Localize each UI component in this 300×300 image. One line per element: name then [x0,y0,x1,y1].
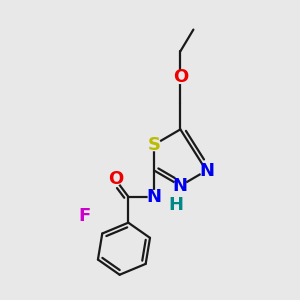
Circle shape [79,210,91,222]
Circle shape [200,164,212,177]
Circle shape [148,139,160,151]
Circle shape [174,180,186,192]
Text: N: N [173,177,188,195]
Text: H: H [169,196,184,214]
Text: O: O [173,68,188,86]
Text: S: S [148,136,161,154]
Circle shape [109,173,122,185]
Text: F: F [79,207,91,225]
Text: O: O [108,170,123,188]
Text: N: N [147,188,162,206]
Circle shape [170,199,182,212]
Text: N: N [199,162,214,180]
Circle shape [148,190,160,203]
Circle shape [174,71,186,83]
